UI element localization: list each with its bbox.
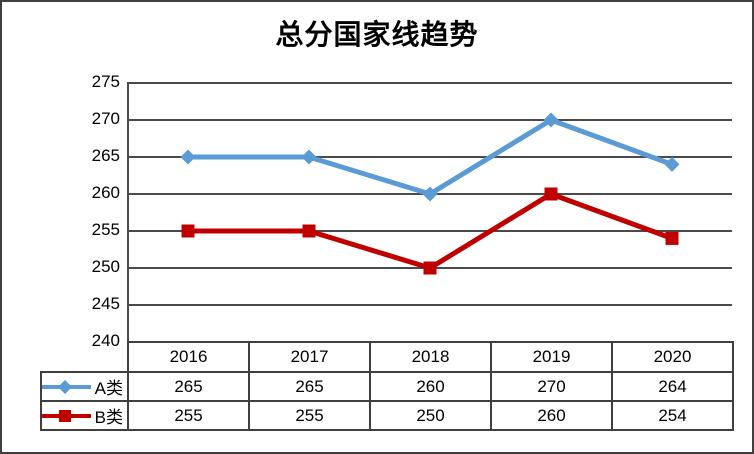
table-value-cell: 250 [369, 400, 492, 431]
x-axis-label: 2020 [611, 341, 734, 373]
table-value-cell: 270 [490, 371, 613, 402]
legend-cell: A类 [40, 371, 129, 402]
legend-cell: B类 [40, 400, 129, 431]
legend-label: B类 [94, 408, 123, 427]
x-axis-label: 2018 [369, 341, 492, 373]
table-value-cell: 265 [248, 371, 371, 402]
table-value-cell: 255 [248, 400, 371, 431]
table-value-cell: 260 [369, 371, 492, 402]
x-axis-label: 2016 [127, 341, 250, 373]
x-axis-label: 2019 [490, 341, 613, 373]
plot-area [127, 82, 732, 343]
marker-square [544, 187, 558, 201]
table-row-B类: B类 255 255 250 260 254 [40, 400, 734, 431]
data-table: 2016 2017 2018 2019 2020 A类 265 265 260 270 264 B类 2… [40, 341, 734, 431]
y-tick-label: 245 [91, 294, 120, 313]
marker-diamond [180, 149, 196, 165]
y-tick-label: 270 [91, 109, 120, 128]
marker-square [181, 224, 195, 238]
marker-square [302, 224, 316, 238]
y-tick-label: 250 [91, 257, 120, 276]
y-tick-label: 240 [91, 331, 120, 350]
table-value-cell: 255 [127, 400, 250, 431]
marker-diamond [422, 186, 438, 202]
legend-key-square-icon [43, 409, 91, 422]
legend-label: A类 [94, 379, 123, 398]
marker-square [665, 231, 679, 245]
y-tick-label: 265 [91, 146, 120, 165]
chart-title: 总分国家线趋势 [275, 18, 479, 51]
x-axis-label-row: 2016 2017 2018 2019 2020 [41, 341, 734, 373]
legend-entry: A类 [43, 374, 123, 399]
table-corner-cell [41, 342, 128, 372]
marker-diamond [301, 149, 317, 165]
table-value-cell: 265 [127, 371, 250, 402]
legend-entry: B类 [43, 403, 123, 428]
marker-diamond [664, 156, 680, 172]
marker-diamond [543, 112, 559, 128]
y-tick-label: 255 [91, 220, 120, 239]
legend-key-diamond-icon [43, 379, 91, 394]
table-value-cell: 260 [490, 400, 613, 431]
y-tick-label: 260 [91, 183, 120, 202]
table-value-cell: 254 [611, 400, 734, 431]
marker-square [423, 261, 437, 275]
x-axis-label: 2017 [248, 341, 371, 373]
table-value-cell: 264 [611, 371, 734, 402]
y-tick-label: 275 [91, 72, 120, 91]
table-row-A类: A类 265 265 260 270 264 [40, 371, 734, 402]
